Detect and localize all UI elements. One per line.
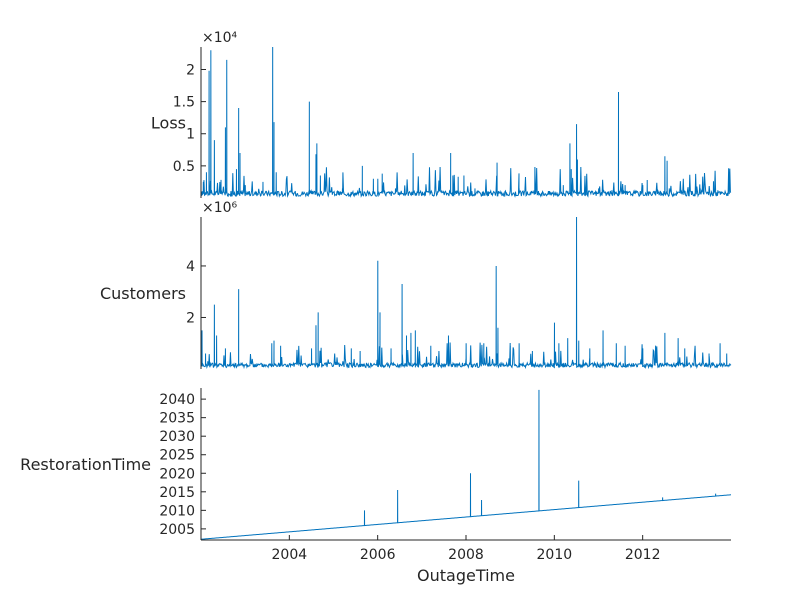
x-tick-label: 2004 bbox=[272, 547, 308, 563]
series-line-panel-3 bbox=[200, 389, 732, 540]
exponent-label-panel-1: ×10⁴ bbox=[202, 30, 238, 46]
x-tick-label: 2008 bbox=[448, 547, 484, 563]
y-tick-label-panel-3: 2035 bbox=[159, 411, 195, 427]
x-tick-label: 2006 bbox=[360, 547, 396, 563]
y-tick-label-panel-3: 2030 bbox=[159, 429, 195, 445]
x-axis-label: OutageTime bbox=[417, 566, 515, 585]
y-tick-label-panel-1: 1 bbox=[186, 127, 195, 143]
y-tick-label-panel-3: 2010 bbox=[159, 503, 195, 519]
y-tick-label-panel-3: 2040 bbox=[159, 392, 195, 408]
y-axis-label-panel-3: RestorationTime bbox=[20, 455, 151, 474]
y-axis-label-panel-1: Loss bbox=[151, 114, 186, 133]
series-line-panel-2 bbox=[200, 216, 732, 370]
y-axis-label-panel-2: Customers bbox=[100, 284, 186, 303]
y-tick-label-panel-3: 2020 bbox=[159, 466, 195, 482]
y-tick-label-panel-2: 4 bbox=[186, 259, 195, 275]
series-line-panel-1 bbox=[200, 46, 732, 198]
y-tick-label-panel-1: 0.5 bbox=[173, 159, 195, 175]
y-tick-label-panel-3: 2025 bbox=[159, 448, 195, 464]
x-tick-label: 2010 bbox=[537, 547, 573, 563]
y-tick-label-panel-1: 1.5 bbox=[173, 95, 195, 111]
exponent-label-panel-2: ×10⁶ bbox=[202, 200, 238, 216]
x-tick-label: 2012 bbox=[625, 547, 661, 563]
y-tick-label-panel-3: 2015 bbox=[159, 485, 195, 501]
y-tick-label-panel-1: 2 bbox=[186, 62, 195, 78]
y-tick-label-panel-3: 2005 bbox=[159, 522, 195, 538]
y-tick-label-panel-2: 2 bbox=[186, 310, 195, 326]
